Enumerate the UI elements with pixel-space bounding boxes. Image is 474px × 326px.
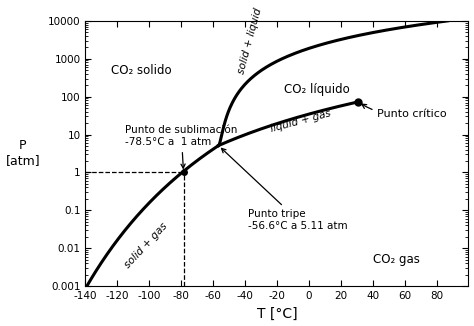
- Text: Punto crítico: Punto crítico: [362, 104, 447, 119]
- Text: liquid + gas: liquid + gas: [270, 109, 332, 134]
- Text: Punto tripe
-56.6°C a 5.11 atm: Punto tripe -56.6°C a 5.11 atm: [221, 148, 348, 231]
- Text: CO₂ solido: CO₂ solido: [111, 64, 172, 77]
- Y-axis label: P
[atm]: P [atm]: [6, 140, 40, 168]
- X-axis label: T [°C]: T [°C]: [256, 306, 297, 320]
- Text: Punto de sublimación
-78.5°C a  1 atm: Punto de sublimación -78.5°C a 1 atm: [125, 126, 237, 168]
- Text: CO₂ líquido: CO₂ líquido: [284, 83, 350, 96]
- Text: solid + gas: solid + gas: [123, 221, 169, 270]
- Text: solid + liquid: solid + liquid: [236, 7, 264, 75]
- Text: CO₂ gas: CO₂ gas: [373, 253, 420, 266]
